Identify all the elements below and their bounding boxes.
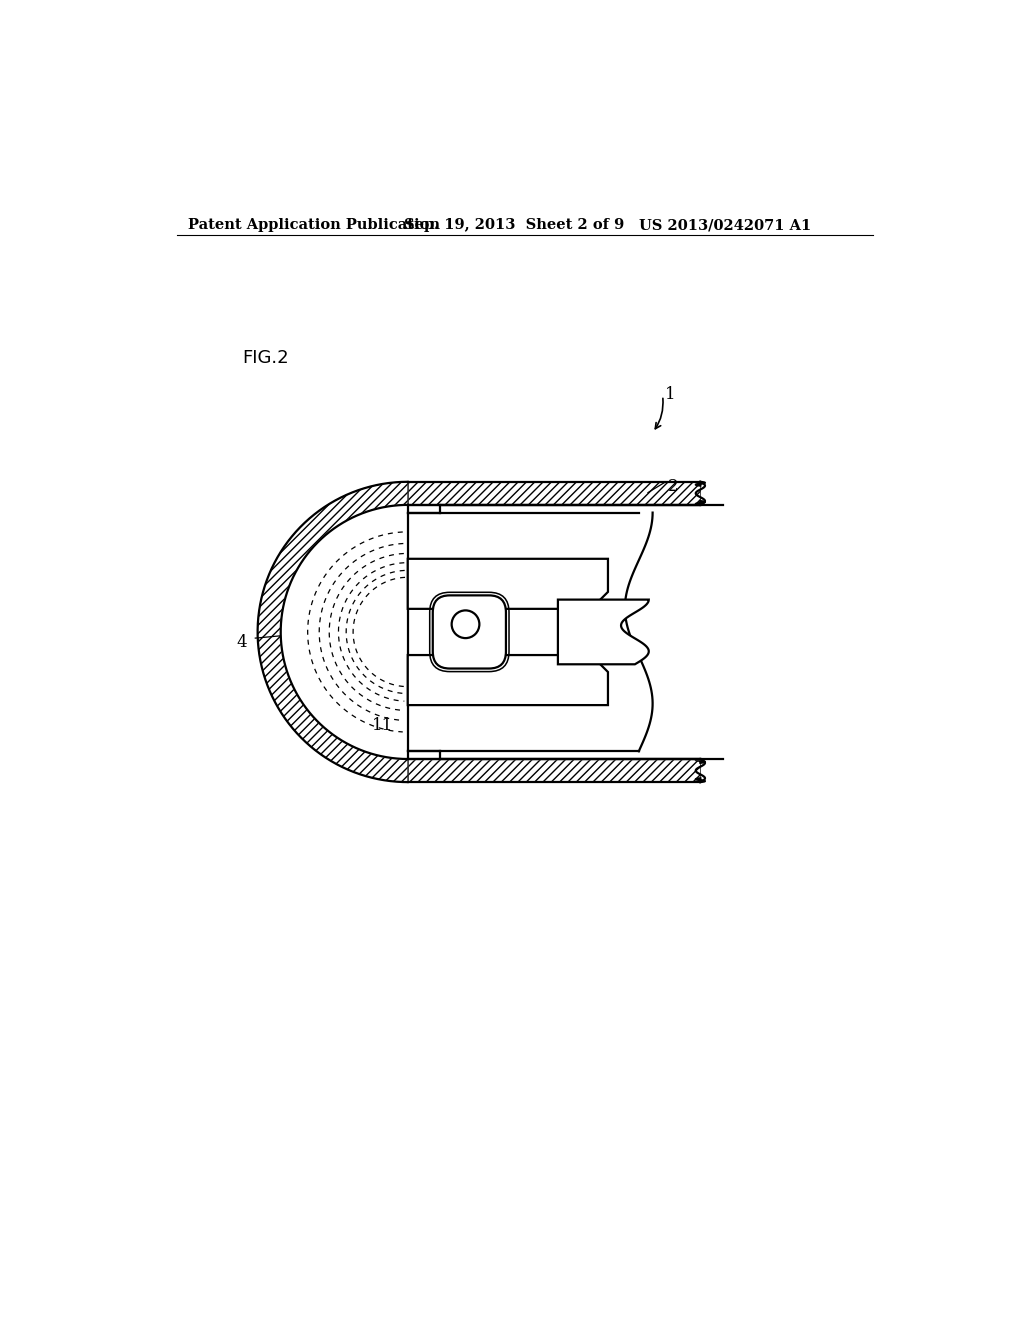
Text: 11: 11 <box>373 718 393 734</box>
Text: 2: 2 <box>668 478 679 495</box>
Text: 1: 1 <box>665 385 676 403</box>
Text: 9: 9 <box>500 635 511 651</box>
Text: 3: 3 <box>553 539 563 554</box>
FancyBboxPatch shape <box>433 595 506 668</box>
Polygon shape <box>281 506 408 759</box>
Polygon shape <box>408 512 639 751</box>
Text: 4: 4 <box>237 635 248 651</box>
Text: 5: 5 <box>497 706 508 723</box>
Text: 6: 6 <box>478 667 489 684</box>
Text: Sep. 19, 2013  Sheet 2 of 9: Sep. 19, 2013 Sheet 2 of 9 <box>403 218 625 232</box>
Polygon shape <box>258 482 408 781</box>
Polygon shape <box>408 506 700 759</box>
Polygon shape <box>408 558 608 609</box>
Text: 10: 10 <box>608 591 629 609</box>
Polygon shape <box>408 655 608 705</box>
Polygon shape <box>408 482 700 506</box>
Polygon shape <box>408 759 700 781</box>
Text: FIG.2: FIG.2 <box>243 350 289 367</box>
Text: US 2013/0242071 A1: US 2013/0242071 A1 <box>639 218 811 232</box>
Text: Patent Application Publication: Patent Application Publication <box>188 218 440 232</box>
Polygon shape <box>558 599 649 664</box>
Polygon shape <box>258 482 408 781</box>
